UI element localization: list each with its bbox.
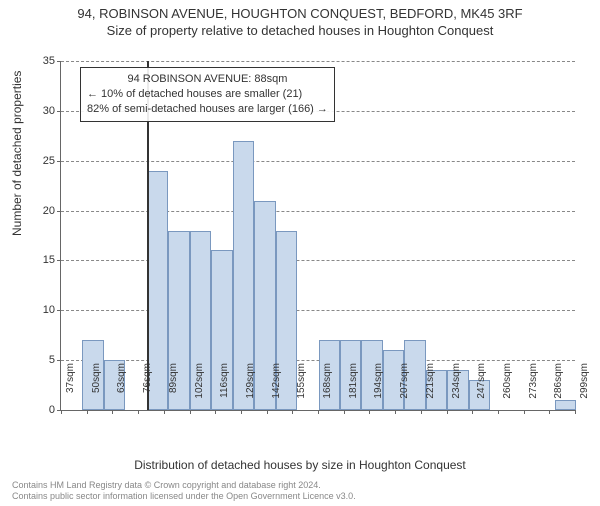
- gridline: [61, 211, 575, 212]
- xtick-label: 50sqm: [91, 363, 102, 413]
- xtick-mark: [498, 410, 499, 414]
- xtick-label: 129sqm: [245, 363, 256, 413]
- xtick-mark: [138, 410, 139, 414]
- xtick-mark: [344, 410, 345, 414]
- y-axis-label: Number of detached properties: [10, 71, 24, 236]
- xtick-label: 181sqm: [348, 363, 359, 413]
- xtick-mark: [447, 410, 448, 414]
- xtick-mark: [87, 410, 88, 414]
- xtick-label: 155sqm: [296, 363, 307, 413]
- ytick-mark: [57, 310, 61, 311]
- ytick-label: 5: [25, 354, 55, 366]
- xtick-label: 273sqm: [528, 363, 539, 413]
- xtick-mark: [318, 410, 319, 414]
- ytick-label: 0: [25, 404, 55, 416]
- page-subtitle: Size of property relative to detached ho…: [0, 23, 600, 38]
- ytick-mark: [57, 211, 61, 212]
- xtick-label: 76sqm: [142, 363, 153, 413]
- xtick-mark: [549, 410, 550, 414]
- xtick-mark: [215, 410, 216, 414]
- xtick-mark: [190, 410, 191, 414]
- info-line-2: ← 10% of detached houses are smaller (21…: [87, 87, 328, 102]
- gridline: [61, 310, 575, 311]
- xtick-label: 142sqm: [271, 363, 282, 413]
- ytick-mark: [57, 111, 61, 112]
- xtick-label: 207sqm: [399, 363, 410, 413]
- x-axis-label: Distribution of detached houses by size …: [0, 458, 600, 472]
- info-line-3: 82% of semi-detached houses are larger (…: [87, 102, 328, 117]
- xtick-label: 89sqm: [168, 363, 179, 413]
- xtick-label: 63sqm: [116, 363, 127, 413]
- xtick-label: 116sqm: [219, 363, 230, 413]
- xtick-mark: [164, 410, 165, 414]
- xtick-mark: [421, 410, 422, 414]
- xtick-mark: [472, 410, 473, 414]
- ytick-mark: [57, 260, 61, 261]
- ytick-label: 25: [25, 155, 55, 167]
- xtick-label: 299sqm: [579, 363, 590, 413]
- xtick-mark: [267, 410, 268, 414]
- xtick-label: 286sqm: [553, 363, 564, 413]
- xtick-label: 194sqm: [373, 363, 384, 413]
- gridline: [61, 61, 575, 62]
- xtick-label: 221sqm: [425, 363, 436, 413]
- xtick-mark: [112, 410, 113, 414]
- ytick-label: 10: [25, 304, 55, 316]
- xtick-mark: [395, 410, 396, 414]
- xtick-mark: [369, 410, 370, 414]
- ytick-mark: [57, 61, 61, 62]
- xtick-label: 102sqm: [194, 363, 205, 413]
- credit-line-1: Contains HM Land Registry data © Crown c…: [12, 480, 356, 491]
- xtick-mark: [524, 410, 525, 414]
- xtick-mark: [241, 410, 242, 414]
- xtick-label: 260sqm: [502, 363, 513, 413]
- ytick-label: 20: [25, 205, 55, 217]
- ytick-label: 35: [25, 55, 55, 67]
- info-box: 94 ROBINSON AVENUE: 88sqm ← 10% of detac…: [80, 67, 335, 122]
- xtick-mark: [292, 410, 293, 414]
- xtick-label: 37sqm: [65, 363, 76, 413]
- xtick-label: 234sqm: [451, 363, 462, 413]
- page-title: 94, ROBINSON AVENUE, HOUGHTON CONQUEST, …: [0, 6, 600, 21]
- xtick-label: 168sqm: [322, 363, 333, 413]
- xtick-mark: [575, 410, 576, 414]
- xtick-label: 247sqm: [476, 363, 487, 413]
- gridline: [61, 161, 575, 162]
- ytick-label: 30: [25, 105, 55, 117]
- ytick-mark: [57, 360, 61, 361]
- credit-line-2: Contains public sector information licen…: [12, 491, 356, 502]
- info-line-1: 94 ROBINSON AVENUE: 88sqm: [87, 72, 328, 87]
- ytick-mark: [57, 161, 61, 162]
- histogram-chart: 0510152025303537sqm50sqm63sqm76sqm89sqm1…: [60, 61, 575, 411]
- gridline: [61, 260, 575, 261]
- ytick-label: 15: [25, 254, 55, 266]
- credit-text: Contains HM Land Registry data © Crown c…: [12, 480, 356, 502]
- xtick-mark: [61, 410, 62, 414]
